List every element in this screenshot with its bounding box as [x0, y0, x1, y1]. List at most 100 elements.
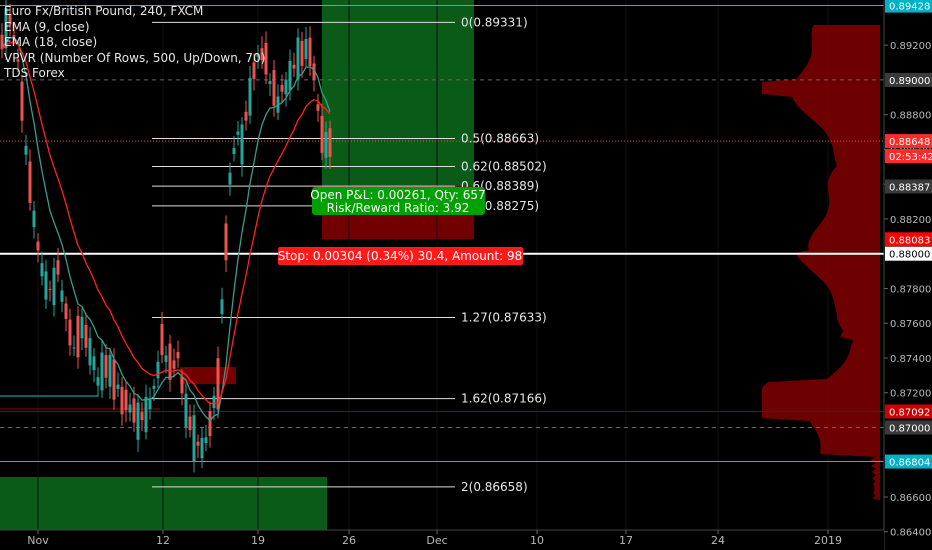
ema-9-line: [1, 36, 331, 422]
candle-body: [172, 360, 176, 369]
candle-body: [12, 35, 16, 37]
candle-body: [0, 34, 4, 50]
candle-body: [236, 131, 240, 135]
candle-body: [196, 441, 200, 446]
candle-body: [324, 132, 328, 158]
countdown-label: 02:53:42: [889, 152, 932, 163]
stop-label: Stop: 0.00304 (0.34%) 30.4, Amount: 98: [278, 249, 523, 263]
candle-body: [156, 361, 160, 379]
candle-body: [312, 63, 316, 80]
fib-level-label: 1.62(0.87166): [461, 392, 547, 406]
price-tick-label: 0.89200: [890, 41, 931, 52]
candle-body: [88, 338, 92, 366]
time-tick-label: 2019: [814, 534, 842, 547]
candle-body: [116, 384, 120, 389]
candle-body: [176, 352, 180, 359]
profit-zone: [322, 0, 474, 187]
indicator-tds: TDS Forex: [4, 66, 65, 80]
time-tick-label: Nov: [27, 534, 49, 547]
candle-body: [292, 64, 296, 69]
fib-level-label: 0.62(0.88502): [461, 159, 547, 173]
price-badge: [885, 420, 932, 435]
candle-body: [128, 404, 132, 413]
candle-body: [24, 145, 28, 155]
candle-body: [304, 38, 308, 59]
candle-body: [92, 356, 96, 371]
candle-body: [96, 377, 100, 386]
open-pnl-box: [312, 187, 485, 215]
fib-level-label: 0(0.89331): [461, 15, 528, 29]
candle-body: [232, 148, 236, 155]
chart-legend: Euro Fx/British Pound, 240, FXCM EMA (9,…: [4, 4, 265, 82]
candle-body: [16, 59, 20, 62]
candle-body: [8, 13, 12, 25]
price-badge: [885, 72, 932, 87]
fib-level-label: 2(0.86658): [461, 480, 528, 494]
price-badge-label: 0.88000: [889, 250, 930, 261]
price-badge-label: 0.88083: [889, 235, 930, 246]
candle-body: [148, 398, 152, 410]
candle-body: [112, 359, 116, 400]
candle-body: [300, 40, 304, 66]
candle-body: [264, 42, 268, 75]
ema-18-line: [1, 41, 331, 405]
candle-body: [136, 402, 140, 440]
candle-body: [32, 210, 36, 228]
time-tick-label: 12: [156, 534, 170, 547]
candle-body: [104, 355, 108, 378]
candle-body: [256, 53, 260, 57]
candle-body: [280, 84, 284, 92]
time-tick-label: Dec: [426, 534, 447, 547]
price-badge-label: 0.87000: [889, 423, 930, 434]
candle-body: [316, 104, 320, 111]
candle-body: [4, 8, 8, 49]
candle-body: [272, 70, 276, 106]
candle-body: [68, 319, 72, 346]
candle-body: [80, 316, 84, 339]
candle-body: [52, 267, 56, 306]
fib-level-label: 0.5(0.88663): [461, 131, 539, 145]
price-badge-label: 0.87092: [889, 407, 930, 418]
volume-profile-shape: [762, 25, 880, 500]
candle-body: [320, 115, 324, 153]
countdown-badge: [885, 149, 932, 164]
candle-body: [100, 352, 104, 391]
price-tick-label: 0.87600: [890, 319, 931, 330]
indicator-vpvr: VPVR (Number Of Rows, 500, Up/Down, 70): [4, 50, 266, 65]
candle-body: [212, 395, 216, 409]
volume-profile: [762, 25, 880, 500]
candle-body: [284, 79, 288, 95]
candle-body: [44, 271, 48, 300]
price-tick-label: 0.87400: [890, 354, 931, 365]
price-badge: [885, 232, 932, 247]
candle-body: [268, 81, 272, 84]
candle-body: [108, 354, 112, 387]
time-tick-label: 10: [530, 534, 544, 547]
price-badge-label: 0.88387: [889, 182, 930, 193]
candle-body: [240, 124, 244, 165]
indicator-ema18: EMA (18, close): [4, 35, 98, 49]
candle-body: [28, 161, 32, 203]
price-badge-label: 0.89428: [889, 2, 930, 13]
time-tick-label: 26: [342, 534, 356, 547]
price-badge: [885, 134, 932, 149]
price-badge-label: 0.89000: [889, 76, 930, 87]
price-tick-label: 0.87200: [890, 389, 931, 400]
candle-body: [308, 37, 312, 67]
price-badge: [885, 179, 932, 194]
candle-body: [72, 347, 76, 349]
candle-body: [132, 398, 136, 423]
candle-body: [204, 437, 208, 444]
candle-body: [260, 48, 264, 61]
candle-body: [60, 290, 64, 302]
loss-zone-small: [180, 367, 236, 384]
candle-body: [84, 324, 88, 348]
price-axis: 0.892000.888000.886000.884000.882000.878…: [883, 0, 932, 550]
candle-body: [224, 223, 228, 261]
candle-body: [208, 410, 212, 437]
price-badge: [885, 246, 932, 261]
candlesticks: [0, 0, 332, 473]
price-tick-label: 0.86600: [890, 493, 931, 504]
